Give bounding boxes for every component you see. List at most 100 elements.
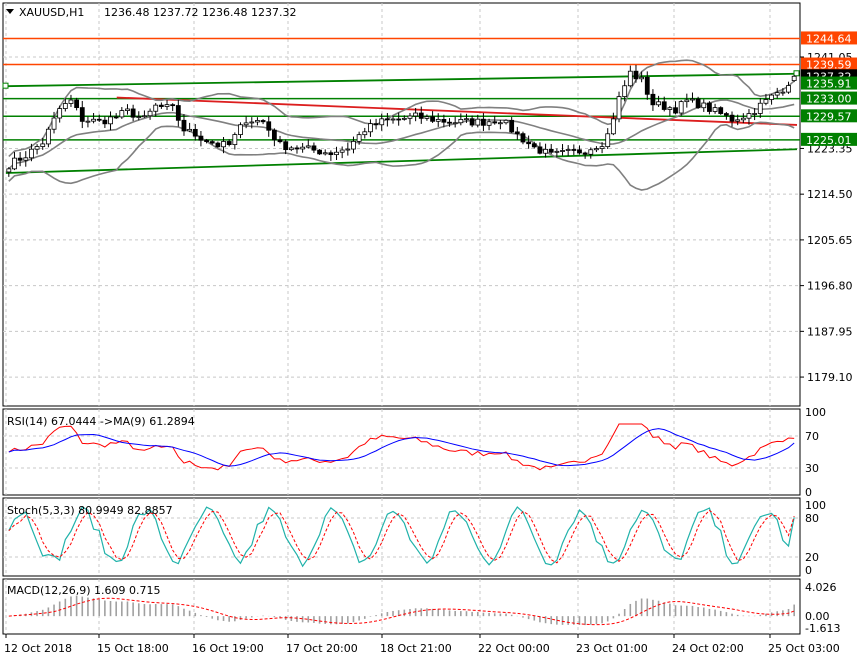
- candle-body[interactable]: [695, 98, 701, 109]
- candle-body[interactable]: [673, 107, 678, 114]
- candle-body[interactable]: [356, 134, 362, 142]
- candle-body[interactable]: [221, 141, 226, 148]
- candle-body[interactable]: [537, 146, 543, 154]
- candle-body[interactable]: [362, 131, 368, 136]
- candle-body[interactable]: [413, 112, 419, 117]
- candle-body[interactable]: [170, 104, 176, 107]
- price-panel[interactable]: [2, 2, 801, 407]
- candle-body[interactable]: [29, 148, 34, 159]
- candle-body[interactable]: [238, 124, 243, 135]
- candle-body[interactable]: [492, 121, 498, 124]
- candle-body[interactable]: [610, 118, 616, 135]
- candle-body[interactable]: [23, 157, 29, 161]
- candle-body[interactable]: [96, 118, 102, 121]
- candle-body[interactable]: [401, 117, 407, 120]
- candle-body[interactable]: [40, 143, 46, 147]
- candle-body[interactable]: [718, 107, 724, 114]
- candle-body[interactable]: [204, 139, 209, 142]
- candle-body[interactable]: [435, 118, 441, 122]
- candle-body[interactable]: [62, 103, 68, 109]
- candle-body[interactable]: [102, 119, 108, 125]
- candle-body[interactable]: [616, 96, 622, 120]
- candle-body[interactable]: [164, 104, 170, 107]
- candle-body[interactable]: [520, 133, 526, 143]
- candle-body[interactable]: [774, 92, 780, 96]
- candle-body[interactable]: [407, 115, 413, 119]
- candle-body[interactable]: [701, 102, 707, 109]
- candle-body[interactable]: [136, 116, 142, 118]
- candle-body[interactable]: [684, 99, 690, 103]
- candle-body[interactable]: [181, 119, 187, 132]
- candle-body[interactable]: [475, 118, 481, 126]
- candle-body[interactable]: [571, 149, 577, 151]
- candle-body[interactable]: [464, 118, 469, 121]
- candle-body[interactable]: [582, 152, 588, 155]
- candle-body[interactable]: [560, 150, 565, 152]
- candle-body[interactable]: [650, 93, 656, 106]
- candle-body[interactable]: [531, 143, 537, 148]
- candle-body[interactable]: [311, 145, 317, 151]
- macd-panel[interactable]: [2, 578, 801, 635]
- candle-body[interactable]: [712, 107, 718, 112]
- candle-body[interactable]: [424, 116, 430, 119]
- candle-body[interactable]: [255, 120, 260, 123]
- candle-body[interactable]: [368, 123, 373, 133]
- candle-body[interactable]: [130, 108, 136, 118]
- candle-body[interactable]: [707, 102, 712, 112]
- candle-body[interactable]: [108, 116, 113, 125]
- trend-line-handle[interactable]: [2, 82, 9, 89]
- candle-body[interactable]: [565, 149, 571, 151]
- candle-body[interactable]: [577, 149, 582, 154]
- candle-body[interactable]: [481, 118, 486, 126]
- candle-body[interactable]: [113, 116, 119, 119]
- candle-body[interactable]: [769, 94, 774, 100]
- candle-body[interactable]: [390, 118, 396, 121]
- candle-body[interactable]: [232, 134, 238, 146]
- candle-body[interactable]: [661, 101, 667, 110]
- candle-body[interactable]: [486, 121, 492, 126]
- candle-body[interactable]: [119, 110, 125, 118]
- candle-body[interactable]: [735, 119, 741, 122]
- candle-body[interactable]: [622, 85, 628, 97]
- candle-body[interactable]: [373, 123, 379, 126]
- candle-body[interactable]: [243, 122, 249, 126]
- rsi-panel[interactable]: [2, 408, 801, 496]
- candle-body[interactable]: [509, 119, 515, 133]
- candle-body[interactable]: [85, 120, 91, 123]
- candle-body[interactable]: [384, 118, 390, 121]
- candle-body[interactable]: [300, 146, 306, 150]
- candle-body[interactable]: [283, 141, 289, 151]
- candle-body[interactable]: [192, 128, 198, 137]
- candle-body[interactable]: [627, 70, 633, 87]
- candle-body[interactable]: [68, 99, 74, 104]
- candle-body[interactable]: [639, 76, 645, 80]
- candle-body[interactable]: [198, 135, 204, 141]
- candle-body[interactable]: [690, 98, 695, 101]
- candle-body[interactable]: [249, 121, 255, 124]
- candle-body[interactable]: [644, 76, 650, 95]
- candle-body[interactable]: [599, 146, 605, 149]
- candle-body[interactable]: [158, 104, 164, 107]
- candle-body[interactable]: [153, 104, 159, 112]
- candle-body[interactable]: [334, 151, 339, 156]
- candle-body[interactable]: [322, 152, 328, 155]
- candle-body[interactable]: [452, 122, 458, 125]
- candle-body[interactable]: [294, 147, 300, 150]
- candle-body[interactable]: [125, 108, 130, 111]
- candle-body[interactable]: [605, 133, 611, 148]
- trend-line-red[interactable]: [116, 96, 798, 126]
- candle-body[interactable]: [345, 148, 351, 151]
- candle-body[interactable]: [633, 70, 639, 80]
- candle-body[interactable]: [271, 129, 277, 141]
- candle-body[interactable]: [594, 148, 599, 151]
- candle-body[interactable]: [91, 118, 96, 122]
- candle-body[interactable]: [51, 117, 57, 130]
- candle-body[interactable]: [396, 118, 402, 121]
- candle-body[interactable]: [447, 121, 452, 124]
- candle-body[interactable]: [215, 142, 221, 148]
- candle-body[interactable]: [548, 148, 554, 153]
- candle-body[interactable]: [79, 107, 85, 122]
- candle-body[interactable]: [17, 157, 23, 161]
- candle-body[interactable]: [187, 128, 193, 132]
- candle-body[interactable]: [458, 118, 464, 124]
